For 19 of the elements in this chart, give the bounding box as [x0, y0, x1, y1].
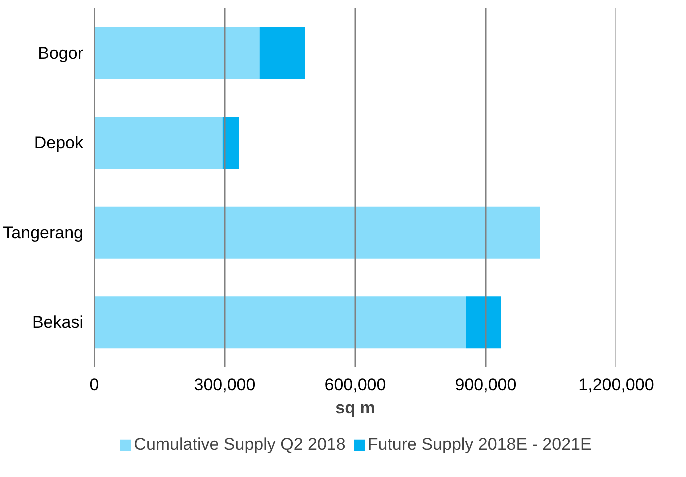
y-tick-label: Depok [34, 134, 84, 153]
bar [222, 117, 240, 170]
bar [94, 206, 540, 259]
x-tick-label: 600,000 [324, 376, 386, 394]
y-tick-label: Tangerang [3, 223, 84, 242]
bar [94, 27, 260, 80]
bar [260, 27, 306, 80]
bar [466, 296, 502, 349]
x-tick-label: 0 [90, 376, 100, 394]
bar [94, 117, 223, 170]
x-tick-label: 900,000 [455, 376, 517, 394]
y-tick-label: Bekasi [32, 313, 84, 332]
x-axis-title: sq m [336, 398, 376, 418]
legend-label: Future Supply 2018E - 2021E [368, 435, 592, 455]
y-tick-label: Bogor [38, 44, 84, 63]
x-tick-label: 300,000 [194, 376, 256, 394]
legend-label: Cumulative Supply Q2 2018 [134, 435, 346, 455]
bar [94, 296, 466, 349]
x-tick-label: 1,200,000 [578, 376, 654, 394]
